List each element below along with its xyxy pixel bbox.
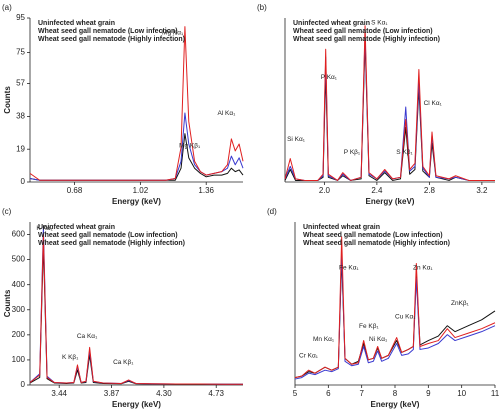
peak-annotation: Al Kα₁ bbox=[217, 110, 236, 117]
y-tick-label: 0 bbox=[21, 177, 26, 186]
legend-entry: Wheat seed gall nematode (Low infection) bbox=[38, 28, 178, 35]
x-tick-label: 5 bbox=[293, 389, 298, 398]
y-axis-label: Counts bbox=[3, 86, 12, 114]
peak-annotation: P Kβ₁ bbox=[344, 149, 361, 156]
x-tick-label: 1.02 bbox=[133, 186, 149, 195]
x-axis-label: Energy (keV) bbox=[366, 197, 415, 206]
peak-annotation: S Kα₁ bbox=[371, 20, 388, 27]
peak-annotation: Cl Kα₁ bbox=[424, 100, 443, 107]
x-tick-label: 6 bbox=[326, 389, 331, 398]
spectrum-line bbox=[29, 112, 244, 181]
legend-entry: Wheat seed gall nematode (Highly infecti… bbox=[38, 240, 185, 247]
panel-label: (c) bbox=[2, 207, 12, 216]
x-tick-label: 2.4 bbox=[371, 186, 383, 195]
panel-label: (b) bbox=[257, 3, 267, 12]
x-tick-label: 1.36 bbox=[198, 186, 214, 195]
x-tick-label: 2.8 bbox=[424, 186, 436, 195]
spectrum-line bbox=[284, 40, 495, 181]
peak-annotation: P Kα₁ bbox=[321, 74, 338, 81]
y-tick-label: 600 bbox=[12, 230, 26, 239]
peak-annotation: ZnKβ₁ bbox=[451, 300, 470, 307]
spectrum-line bbox=[29, 234, 243, 385]
legend-entry: Uninfected wheat grain bbox=[38, 20, 115, 27]
peak-annotation: Cu Kα₁ bbox=[395, 313, 416, 320]
legend-entry: Wheat seed gall nematode (Highly infecti… bbox=[303, 240, 450, 247]
peak-annotation: S Kβ₁ bbox=[396, 149, 413, 156]
x-tick-label: 4.73 bbox=[208, 389, 224, 398]
x-axis-label: Energy (keV) bbox=[112, 400, 161, 409]
legend-entry: Wheat seed gall nematode (Low infection) bbox=[38, 232, 178, 239]
peak-annotation: Ca Kα₁ bbox=[77, 333, 98, 340]
y-tick-label: 100 bbox=[12, 355, 26, 364]
legend-entry: Uninfected wheat grain bbox=[303, 224, 380, 231]
legend-entry: Uninfected wheat grain bbox=[38, 224, 115, 231]
x-tick-label: 2.0 bbox=[319, 186, 331, 195]
x-tick-label: 3.87 bbox=[104, 389, 120, 398]
y-tick-label: 0 bbox=[21, 380, 26, 389]
x-tick-label: 0.68 bbox=[67, 186, 83, 195]
spectrum-line bbox=[294, 251, 496, 380]
legend-entry: Wheat seed gall nematode (Highly infecti… bbox=[293, 36, 440, 43]
peak-annotation: Fe Kα₁ bbox=[339, 264, 359, 271]
peak-annotation: Zn Kα₁ bbox=[413, 264, 433, 271]
y-tick-label: 95 bbox=[16, 13, 25, 22]
legend-entry: Uninfected wheat grain bbox=[293, 20, 370, 27]
peak-annotation: Mg Kα₁ bbox=[162, 29, 184, 36]
panel-label: (d) bbox=[267, 207, 277, 216]
spectrum-line bbox=[284, 33, 495, 181]
y-tick-label: 500 bbox=[12, 255, 26, 264]
legend-entry: Wheat seed gall nematode (Low infection) bbox=[303, 232, 443, 239]
legend-entry: Wheat seed gall nematode (Low infection) bbox=[293, 28, 433, 35]
spectrum-line bbox=[294, 236, 496, 379]
peak-annotation: Mn Kα₁ bbox=[313, 336, 335, 343]
peak-annotation: Mg Kβ₁ bbox=[179, 143, 201, 150]
x-tick-label: 4.30 bbox=[156, 389, 172, 398]
legend-entry: Wheat seed gall nematode (Highly infecti… bbox=[38, 36, 185, 43]
y-tick-label: 300 bbox=[12, 305, 26, 314]
x-tick-label: 7 bbox=[359, 389, 364, 398]
y-tick-label: 19 bbox=[16, 144, 25, 153]
x-tick-label: 10 bbox=[457, 389, 466, 398]
x-tick-label: 3.44 bbox=[51, 389, 67, 398]
peak-annotation: K Kβ₁ bbox=[62, 354, 79, 361]
x-tick-label: 11 bbox=[491, 389, 500, 398]
spectrum-line bbox=[29, 244, 243, 385]
y-tick-label: 400 bbox=[12, 280, 26, 289]
x-axis-label: Energy (keV) bbox=[371, 400, 420, 409]
x-tick-label: 3.2 bbox=[476, 186, 488, 195]
peak-annotation: Si Kα₁ bbox=[287, 136, 306, 143]
peak-annotation: Ni Kα₁ bbox=[369, 336, 388, 343]
spectrum-line bbox=[29, 26, 244, 181]
spectrum-line bbox=[29, 133, 244, 181]
x-axis-label: Energy (keV) bbox=[112, 197, 161, 206]
x-tick-label: 9 bbox=[426, 389, 431, 398]
peak-annotation: Fe Kβ₁ bbox=[359, 323, 379, 330]
y-tick-label: 75 bbox=[16, 48, 25, 57]
y-tick-label: 57 bbox=[16, 79, 25, 88]
peak-annotation: Ca Kβ₁ bbox=[113, 359, 134, 366]
peak-annotation: K Kα₁ bbox=[36, 225, 53, 232]
x-tick-label: 8 bbox=[393, 389, 398, 398]
peak-annotation: Cr Kα₁ bbox=[299, 352, 319, 359]
y-tick-label: 200 bbox=[12, 330, 26, 339]
panel-label: (a) bbox=[2, 3, 12, 12]
spectrum-line bbox=[284, 25, 495, 181]
y-tick-label: 38 bbox=[16, 112, 25, 121]
y-axis-label: Counts bbox=[3, 289, 12, 317]
